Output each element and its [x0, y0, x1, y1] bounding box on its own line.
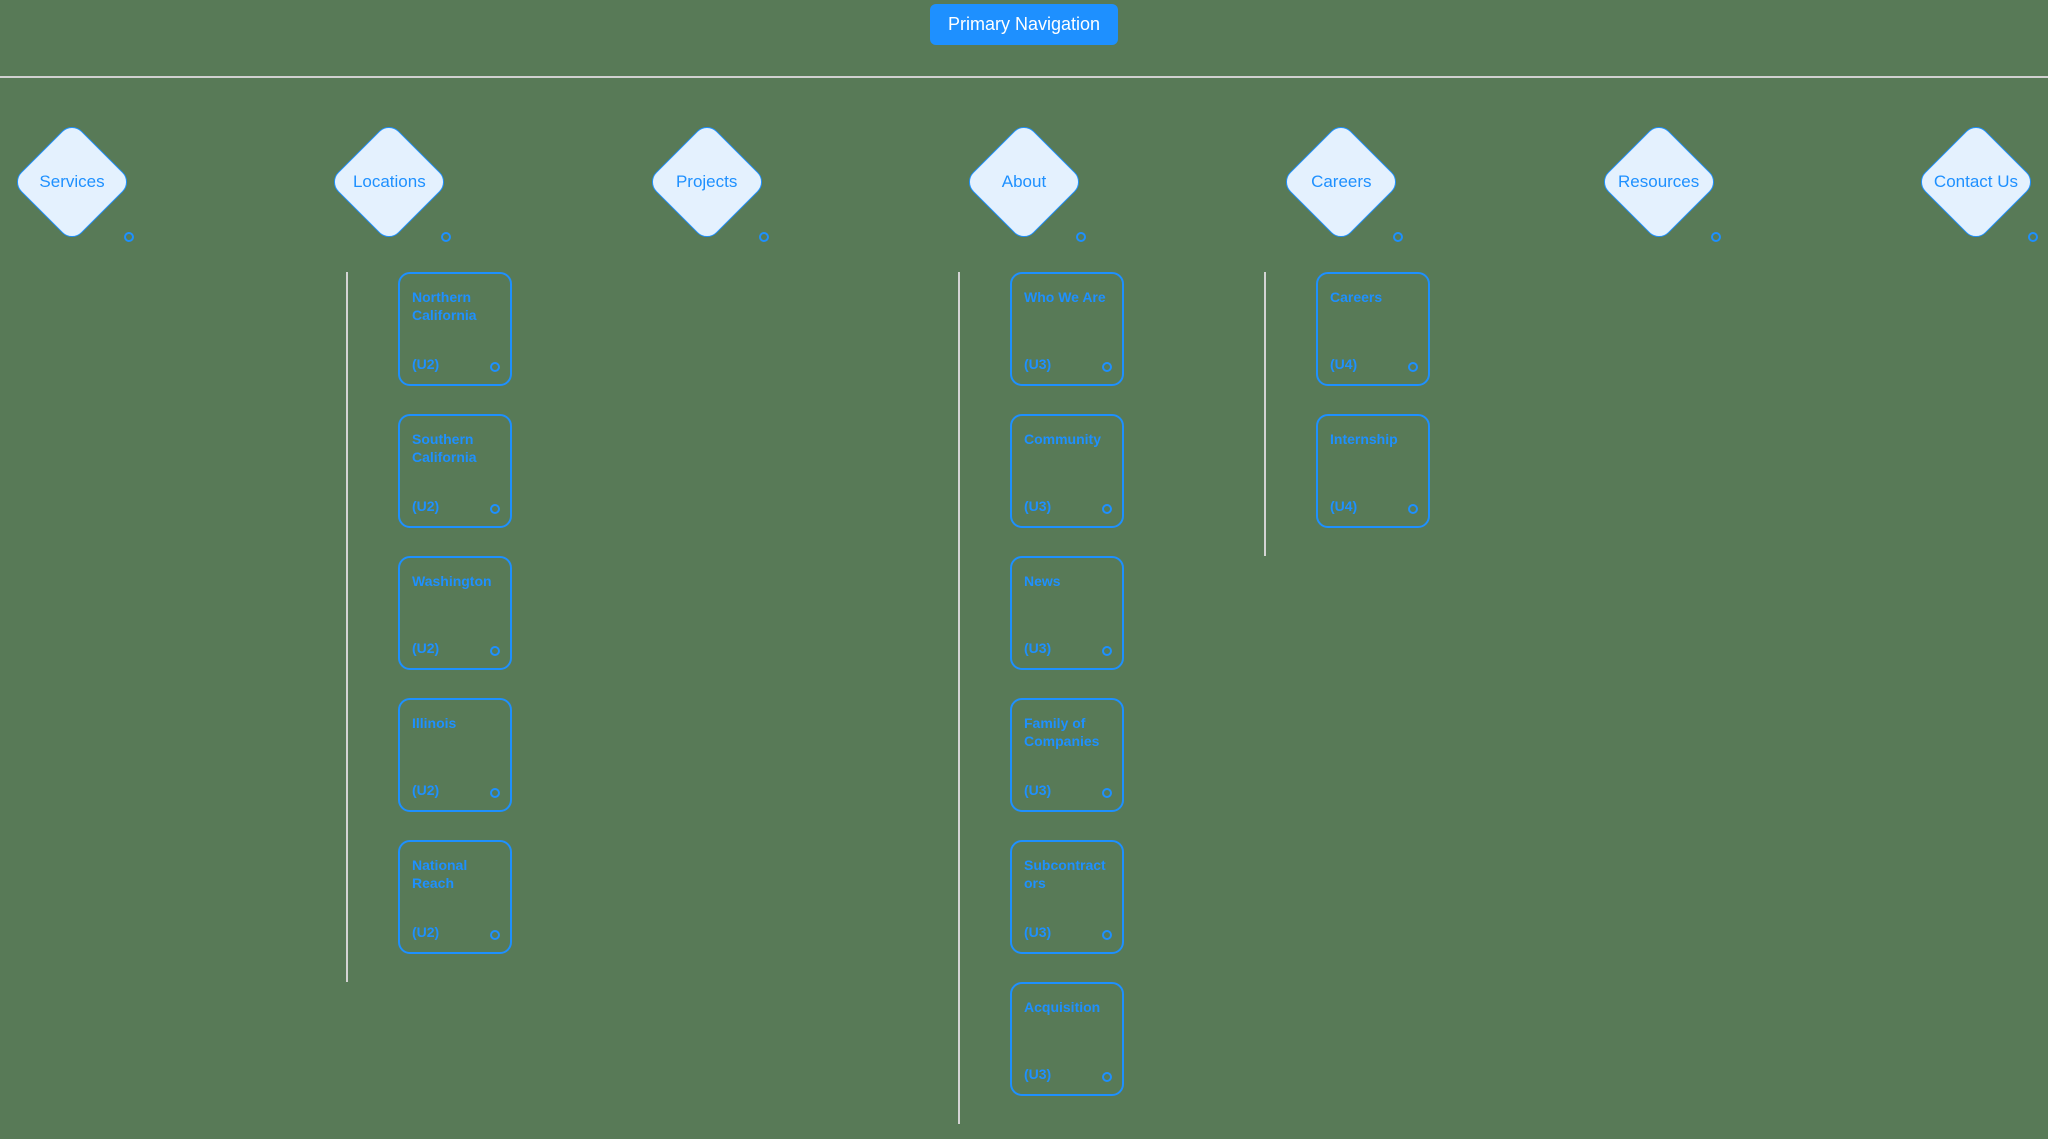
child-node[interactable]: Washington (U2)	[398, 556, 512, 670]
connector-dot-icon	[2028, 232, 2038, 242]
top-node-careers[interactable]: Careers	[1281, 122, 1401, 242]
root-node-primary-navigation[interactable]: Primary Navigation	[930, 4, 1118, 45]
connector-dot-icon	[1711, 232, 1721, 242]
child-node-sublabel: (U2)	[412, 640, 439, 656]
child-node-label: Southern California	[412, 430, 498, 466]
child-node-sublabel: (U4)	[1330, 356, 1357, 372]
child-node[interactable]: Community (U3)	[1010, 414, 1124, 528]
child-node[interactable]: News (U3)	[1010, 556, 1124, 670]
child-node[interactable]: Illinois (U2)	[398, 698, 512, 812]
connector-dot-icon	[1076, 232, 1086, 242]
connector-dot-icon	[490, 930, 500, 940]
child-node-label: Northern California	[412, 288, 498, 324]
child-node[interactable]: Internship (U4)	[1316, 414, 1430, 528]
top-node-resources[interactable]: Resources	[1599, 122, 1719, 242]
connector-dot-icon	[490, 362, 500, 372]
child-node[interactable]: Northern California (U2)	[398, 272, 512, 386]
root-node-label: Primary Navigation	[948, 14, 1100, 34]
connector-dot-icon	[490, 788, 500, 798]
connector-dot-icon	[490, 646, 500, 656]
child-node[interactable]: Acquisition (U3)	[1010, 982, 1124, 1096]
connector-dot-icon	[1102, 1072, 1112, 1082]
divider-line	[0, 76, 2048, 78]
child-node-sublabel: (U3)	[1024, 924, 1051, 940]
child-node-label: Careers	[1330, 288, 1416, 306]
child-node-label: Subcontractors	[1024, 856, 1110, 892]
child-node-label: Family of Companies	[1024, 714, 1110, 750]
top-node-label: Projects	[676, 172, 737, 192]
child-node-label: News	[1024, 572, 1110, 590]
top-level-row: Services Locations Projects About Careers Res…	[12, 122, 2036, 242]
top-node-label: About	[1002, 172, 1046, 192]
top-node-label: Resources	[1618, 172, 1699, 192]
connector-dot-icon	[124, 232, 134, 242]
child-node-label: National Reach	[412, 856, 498, 892]
connector-dot-icon	[759, 232, 769, 242]
child-node[interactable]: National Reach (U2)	[398, 840, 512, 954]
top-node-label: Careers	[1311, 172, 1371, 192]
child-column-locations: Northern California(U2)Southern Californ…	[346, 272, 512, 982]
top-node-services[interactable]: Services	[12, 122, 132, 242]
top-node-label: Contact Us	[1934, 172, 2018, 192]
child-node-sublabel: (U2)	[412, 498, 439, 514]
top-node-label: Locations	[353, 172, 426, 192]
child-node[interactable]: Family of Companies (U3)	[1010, 698, 1124, 812]
child-node-sublabel: (U2)	[412, 782, 439, 798]
child-node-sublabel: (U4)	[1330, 498, 1357, 514]
connector-dot-icon	[1102, 362, 1112, 372]
connector-dot-icon	[441, 232, 451, 242]
child-node-sublabel: (U3)	[1024, 356, 1051, 372]
connector-dot-icon	[1102, 504, 1112, 514]
connector-dot-icon	[1102, 646, 1112, 656]
connector-dot-icon	[1102, 930, 1112, 940]
child-node-label: Internship	[1330, 430, 1416, 448]
child-node-label: Acquisition	[1024, 998, 1110, 1016]
connector-dot-icon	[1102, 788, 1112, 798]
connector-dot-icon	[1393, 232, 1403, 242]
child-node-sublabel: (U2)	[412, 356, 439, 372]
child-node-label: Community	[1024, 430, 1110, 448]
child-node-label: Illinois	[412, 714, 498, 732]
top-node-about[interactable]: About	[964, 122, 1084, 242]
sitemap-canvas: Primary Navigation Services Locations Proj…	[0, 0, 2048, 1139]
child-node-label: Washington	[412, 572, 498, 590]
top-node-label: Services	[39, 172, 104, 192]
child-node[interactable]: Subcontractors (U3)	[1010, 840, 1124, 954]
child-node[interactable]: Careers (U4)	[1316, 272, 1430, 386]
child-node-label: Who We Are	[1024, 288, 1110, 306]
child-node-sublabel: (U2)	[412, 924, 439, 940]
child-node[interactable]: Who We Are (U3)	[1010, 272, 1124, 386]
child-column-about: Who We Are(U3)Community(U3)News(U3)Famil…	[958, 272, 1124, 1124]
child-node-sublabel: (U3)	[1024, 498, 1051, 514]
child-node-sublabel: (U3)	[1024, 1066, 1051, 1082]
child-node-sublabel: (U3)	[1024, 782, 1051, 798]
child-column-careers: Careers (U4) Internship (U4)	[1264, 272, 1430, 556]
top-node-locations[interactable]: Locations	[329, 122, 449, 242]
connector-dot-icon	[490, 504, 500, 514]
top-node-contact-us[interactable]: Contact Us	[1916, 122, 2036, 242]
connector-dot-icon	[1408, 504, 1418, 514]
top-node-projects[interactable]: Projects	[647, 122, 767, 242]
connector-dot-icon	[1408, 362, 1418, 372]
child-node-sublabel: (U3)	[1024, 640, 1051, 656]
child-node[interactable]: Southern California (U2)	[398, 414, 512, 528]
